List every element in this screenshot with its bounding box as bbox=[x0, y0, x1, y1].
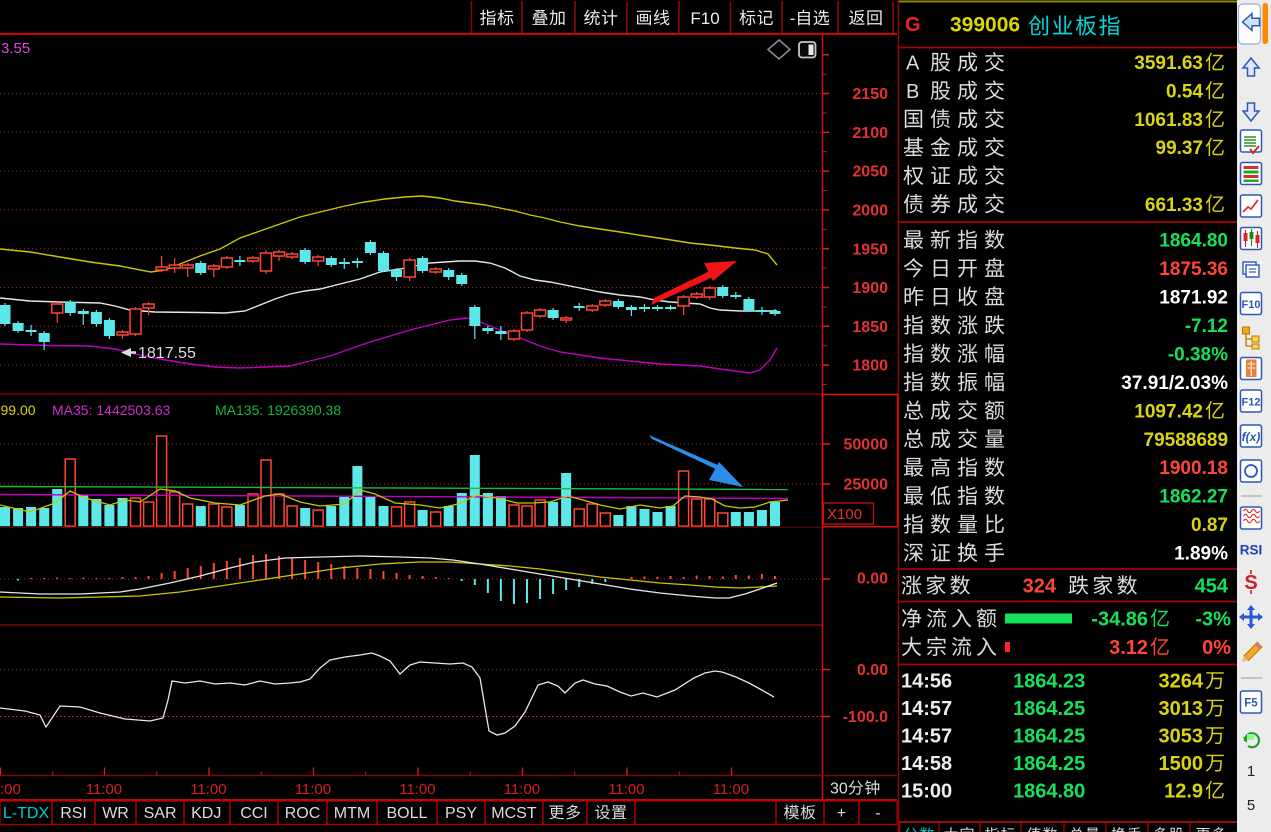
svg-text:1097.42: 1097.42 bbox=[1134, 401, 1203, 422]
svg-text:S: S bbox=[1244, 572, 1257, 594]
svg-text:-100.0: -100.0 bbox=[843, 709, 888, 726]
svg-text:0.87: 0.87 bbox=[1191, 515, 1228, 536]
svg-text:KDJ: KDJ bbox=[191, 805, 221, 822]
svg-text:15:00: 15:00 bbox=[901, 781, 952, 803]
svg-text:SAR: SAR bbox=[144, 805, 177, 822]
svg-text:1061.83: 1061.83 bbox=[1134, 110, 1203, 131]
svg-text::00: :00 bbox=[0, 781, 21, 798]
svg-text:3.55: 3.55 bbox=[1, 40, 30, 57]
svg-text:G: G bbox=[905, 14, 921, 36]
svg-text:1817.55: 1817.55 bbox=[138, 345, 196, 362]
svg-text:MA135: 1926390.38: MA135: 1926390.38 bbox=[215, 402, 341, 418]
svg-text:RSI: RSI bbox=[1240, 543, 1263, 558]
svg-text:2050: 2050 bbox=[852, 164, 888, 181]
svg-text:12.9: 12.9 bbox=[1164, 781, 1203, 803]
svg-text:F10: F10 bbox=[690, 9, 719, 28]
svg-text:0.54: 0.54 bbox=[1166, 82, 1203, 103]
svg-text:1900.18: 1900.18 bbox=[1159, 458, 1228, 479]
svg-text:-: - bbox=[875, 805, 880, 822]
svg-text:F10: F10 bbox=[1242, 299, 1261, 311]
svg-text:1950: 1950 bbox=[852, 241, 888, 258]
svg-text:5: 5 bbox=[1247, 797, 1255, 814]
svg-text:A: A bbox=[906, 53, 920, 75]
svg-text:11:00: 11:00 bbox=[504, 781, 540, 798]
svg-text:0%: 0% bbox=[1202, 637, 1231, 659]
svg-text:3.12: 3.12 bbox=[1109, 637, 1148, 659]
svg-text:2150: 2150 bbox=[852, 86, 888, 103]
svg-text:1864.25: 1864.25 bbox=[1013, 753, 1085, 775]
svg-text:1862.27: 1862.27 bbox=[1159, 487, 1228, 508]
svg-text:11:00: 11:00 bbox=[86, 781, 122, 798]
svg-text:661.33: 661.33 bbox=[1145, 195, 1203, 216]
svg-text:RSI: RSI bbox=[60, 805, 87, 822]
svg-text:50000: 50000 bbox=[844, 437, 889, 454]
svg-text:37.91/2.03%: 37.91/2.03% bbox=[1121, 373, 1228, 394]
svg-text:1800: 1800 bbox=[852, 358, 888, 375]
svg-text:1900: 1900 bbox=[852, 280, 888, 297]
svg-text:25000: 25000 bbox=[844, 477, 889, 494]
svg-text:BOLL: BOLL bbox=[387, 805, 428, 822]
svg-text:14:57: 14:57 bbox=[901, 698, 952, 720]
svg-text:WR: WR bbox=[102, 805, 129, 822]
svg-text:3053: 3053 bbox=[1159, 726, 1204, 748]
svg-text:1.89%: 1.89% bbox=[1174, 544, 1228, 565]
svg-text:ROC: ROC bbox=[285, 805, 321, 822]
svg-text:2000: 2000 bbox=[852, 203, 888, 220]
svg-text:MCST: MCST bbox=[491, 805, 537, 822]
svg-text:X100: X100 bbox=[827, 506, 862, 523]
svg-text:1850: 1850 bbox=[852, 319, 888, 336]
svg-text:PSY: PSY bbox=[445, 805, 477, 822]
svg-text:2100: 2100 bbox=[852, 125, 888, 142]
svg-text:1864.25: 1864.25 bbox=[1013, 698, 1085, 720]
svg-text:99.37: 99.37 bbox=[1156, 138, 1204, 159]
svg-text:324: 324 bbox=[1023, 576, 1057, 598]
svg-text:399006: 399006 bbox=[950, 13, 1020, 36]
svg-text:11:00: 11:00 bbox=[713, 781, 749, 798]
svg-text:30: 30 bbox=[830, 781, 848, 798]
svg-text:14:56: 14:56 bbox=[901, 671, 952, 693]
svg-text:MA35: 1442503.63: MA35: 1442503.63 bbox=[52, 402, 171, 418]
svg-text:11:00: 11:00 bbox=[399, 781, 435, 798]
svg-text:F5: F5 bbox=[1244, 698, 1258, 710]
svg-text:MTM: MTM bbox=[334, 805, 370, 822]
svg-text:0.00: 0.00 bbox=[857, 662, 888, 679]
svg-text:1871.92: 1871.92 bbox=[1159, 288, 1228, 309]
svg-text:f(x): f(x) bbox=[1242, 430, 1261, 444]
svg-text:454: 454 bbox=[1195, 576, 1229, 598]
svg-text:3264: 3264 bbox=[1159, 671, 1204, 693]
svg-text:L-TDX: L-TDX bbox=[3, 805, 50, 822]
svg-text:99.00: 99.00 bbox=[1, 402, 36, 418]
svg-text:1864.80: 1864.80 bbox=[1013, 781, 1085, 803]
svg-text:CCI: CCI bbox=[240, 805, 268, 822]
svg-text:14:57: 14:57 bbox=[901, 726, 952, 748]
svg-text:3591.63: 3591.63 bbox=[1134, 53, 1203, 74]
svg-text:B: B bbox=[906, 81, 919, 103]
svg-text:F12: F12 bbox=[1242, 397, 1261, 409]
svg-text:1500: 1500 bbox=[1159, 753, 1204, 775]
svg-text:-3%: -3% bbox=[1195, 609, 1231, 631]
svg-text:3013: 3013 bbox=[1159, 698, 1204, 720]
svg-text:+: + bbox=[837, 805, 846, 822]
svg-text:1864.25: 1864.25 bbox=[1013, 726, 1085, 748]
svg-text:11:00: 11:00 bbox=[190, 781, 226, 798]
svg-text:14:58: 14:58 bbox=[901, 753, 952, 775]
svg-text:79588689: 79588689 bbox=[1144, 430, 1229, 451]
svg-text:1864.23: 1864.23 bbox=[1013, 671, 1085, 693]
svg-text:-34.86: -34.86 bbox=[1091, 609, 1148, 631]
svg-text:11:00: 11:00 bbox=[608, 781, 644, 798]
svg-text:-: - bbox=[790, 9, 796, 28]
svg-text:1864.80: 1864.80 bbox=[1159, 231, 1228, 252]
svg-text:-0.38%: -0.38% bbox=[1168, 344, 1228, 365]
svg-text:0.00: 0.00 bbox=[857, 571, 888, 588]
svg-text:1875.36: 1875.36 bbox=[1159, 259, 1228, 280]
svg-text:1: 1 bbox=[1247, 763, 1255, 780]
svg-text:-7.12: -7.12 bbox=[1185, 316, 1228, 337]
svg-text:11:00: 11:00 bbox=[295, 781, 331, 798]
